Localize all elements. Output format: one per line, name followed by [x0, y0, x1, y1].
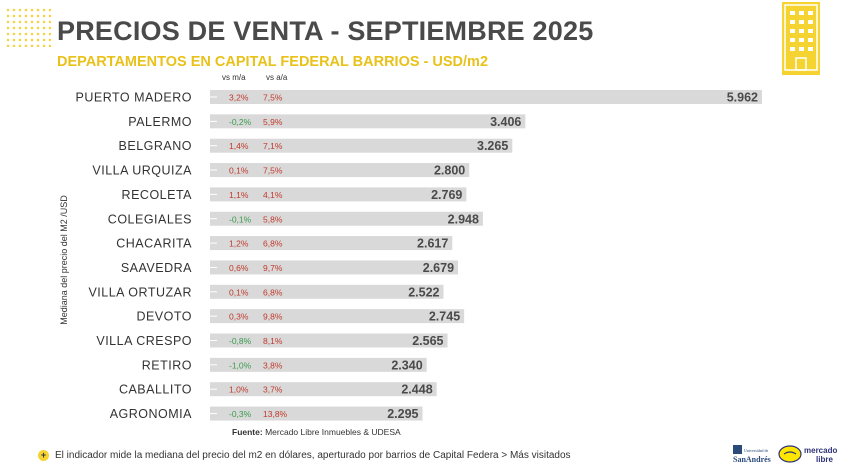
- bar: [210, 163, 470, 178]
- vs-aa-label: 3,8%: [263, 360, 283, 370]
- data-label: 2.340: [391, 358, 422, 372]
- category-label: SAAVEDRA: [121, 261, 192, 275]
- vs-aa-label: 7,5%: [263, 166, 283, 176]
- vs-ma-label: 1,2%: [229, 239, 249, 249]
- vs-aa-label: 6,8%: [263, 239, 283, 249]
- vs-ma-label: 0,1%: [229, 287, 249, 297]
- vs-aa-label: 9,8%: [263, 312, 283, 322]
- svg-text:libre: libre: [816, 455, 833, 464]
- bar: [210, 406, 423, 421]
- vs-ma-label: 1,4%: [229, 141, 249, 151]
- vs-ma-label: -1,0%: [229, 360, 252, 370]
- bar: [210, 236, 453, 251]
- vs-ma-label: 0,3%: [229, 312, 249, 322]
- data-label: 2.565: [412, 334, 443, 348]
- vs-aa-label: 7,1%: [263, 141, 283, 151]
- bar: [210, 357, 427, 372]
- bar: [210, 187, 467, 202]
- category-label: AGRONOMIA: [110, 407, 192, 421]
- footnote-text: El indicador mide la mediana del precio …: [55, 450, 571, 462]
- bar: [210, 90, 762, 104]
- svg-text:mercado: mercado: [804, 446, 837, 455]
- vs-ma-label: 3,2%: [229, 93, 249, 103]
- data-label: 2.800: [434, 164, 465, 178]
- category-label: DEVOTO: [136, 310, 192, 324]
- category-label: CHACARITA: [116, 237, 192, 251]
- svg-text:SanAndrés: SanAndrés: [733, 455, 771, 464]
- footnote: + El indicador mide la mediana del precio…: [38, 450, 571, 461]
- data-label: 2.448: [401, 383, 432, 397]
- vs-ma-label: -0,3%: [229, 409, 252, 419]
- vs-aa-label: 5,9%: [263, 117, 283, 127]
- bar: [210, 333, 448, 348]
- bar: [210, 114, 526, 129]
- data-label: 2.295: [387, 407, 418, 421]
- vs-ma-label: 0,1%: [229, 166, 249, 176]
- category-label: VILLA URQUIZA: [92, 164, 192, 178]
- page-subtitle: DEPARTAMENTOS EN CAPITAL FEDERAL BARRIOS…: [57, 54, 489, 70]
- data-label: 2.745: [429, 310, 460, 324]
- vs-aa-label: 4,1%: [263, 190, 283, 200]
- data-label: 2.948: [448, 212, 479, 226]
- category-label: PALERMO: [128, 115, 192, 129]
- page-title: PRECIOS DE VENTA - SEPTIEMBRE 2025: [57, 16, 594, 46]
- bar: [210, 211, 483, 226]
- vs-aa-label: 3,7%: [263, 385, 283, 395]
- bar: [210, 382, 437, 397]
- data-label: 2.769: [431, 188, 462, 202]
- decorative-dot-pattern: [5, 7, 51, 47]
- data-label: 3.406: [490, 115, 521, 129]
- plus-bullet-icon: +: [38, 450, 49, 461]
- data-label: 2.679: [423, 261, 454, 275]
- udesa-logo: Universidad de SanAndrés: [733, 445, 771, 464]
- building-icon: [782, 2, 820, 75]
- bar: [210, 260, 459, 275]
- category-label: COLEGIALES: [108, 212, 192, 226]
- mercado-libre-logo: mercado libre: [778, 445, 837, 464]
- vs-ma-label: -0,8%: [229, 336, 252, 346]
- data-label: 3.265: [477, 139, 508, 153]
- column-header-vs-ma: vs m/a: [222, 73, 246, 82]
- svg-text:Universidad de: Universidad de: [744, 448, 769, 453]
- category-label: RETIRO: [142, 358, 192, 372]
- category-label: VILLA ORTUZAR: [88, 285, 192, 299]
- data-label: 2.617: [417, 237, 448, 251]
- category-label: VILLA CRESPO: [96, 334, 192, 348]
- vs-aa-label: 13,8%: [263, 409, 288, 419]
- source-note: Fuente: Mercado Libre Inmuebles & UDESA: [232, 427, 401, 437]
- category-label: BELGRANO: [119, 139, 192, 153]
- data-label: 2.522: [408, 285, 439, 299]
- bar: [210, 284, 444, 299]
- vs-aa-label: 7,5%: [263, 93, 283, 103]
- vs-ma-label: 0,6%: [229, 263, 249, 273]
- vs-ma-label: -0,1%: [229, 214, 252, 224]
- vs-aa-label: 8,1%: [263, 336, 283, 346]
- vs-aa-label: 6,8%: [263, 287, 283, 297]
- vs-ma-label: -0,2%: [229, 117, 252, 127]
- vs-ma-label: 1,0%: [229, 385, 249, 395]
- vs-ma-label: 1,1%: [229, 190, 249, 200]
- vs-aa-label: 9,7%: [263, 263, 283, 273]
- category-label: CABALLITO: [119, 383, 192, 397]
- category-label: PUERTO MADERO: [76, 91, 192, 105]
- column-header-vs-aa: vs a/a: [266, 73, 288, 82]
- category-label: RECOLETA: [122, 188, 193, 202]
- bar: [210, 309, 465, 324]
- vs-aa-label: 5,8%: [263, 214, 283, 224]
- data-label: 5.962: [727, 91, 758, 105]
- bar: [210, 138, 513, 153]
